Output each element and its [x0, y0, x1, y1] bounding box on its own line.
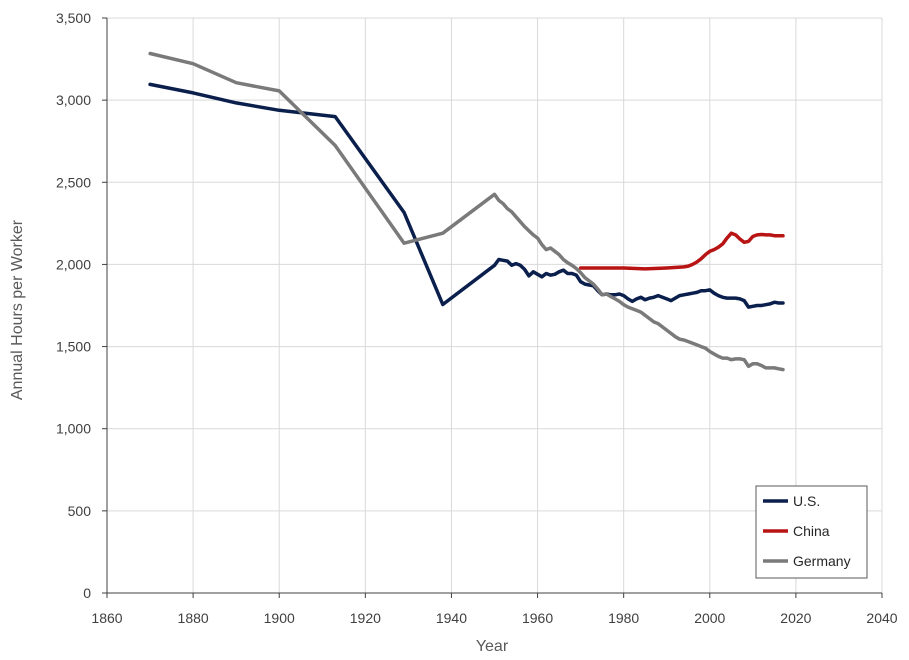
- x-tick-label: 2020: [780, 610, 811, 626]
- axes: [102, 17, 883, 598]
- x-tick-label: 2040: [866, 610, 897, 626]
- y-tick-label: 2,000: [56, 256, 91, 272]
- y-tick-label: 3,500: [56, 10, 91, 26]
- x-tick-label: 2000: [694, 610, 725, 626]
- x-tick-label: 1860: [91, 610, 122, 626]
- x-tick-label: 1920: [350, 610, 381, 626]
- y-tick-label: 500: [68, 503, 92, 519]
- y-tick-label: 2,500: [56, 174, 91, 190]
- x-tick-label: 1940: [436, 610, 467, 626]
- x-tick-label: 1980: [608, 610, 639, 626]
- x-tick-label: 1880: [178, 610, 209, 626]
- y-axis-title: Annual Hours per Worker: [9, 219, 26, 400]
- series-line-u-s: [148, 82, 785, 309]
- legend-label-u-s: U.S.: [793, 493, 820, 509]
- x-tick-label: 1900: [264, 610, 295, 626]
- legend-label-china: China: [793, 523, 830, 539]
- y-tick-labels: 0 500 1,000 1,500 2,000 2,500 3,000 3,500: [56, 10, 91, 601]
- x-axis-title: Year: [476, 638, 509, 655]
- y-tick-label: 1,000: [56, 421, 91, 437]
- y-tick-label: 3,000: [56, 92, 91, 108]
- series-line-china: [578, 231, 785, 271]
- legend: U.S. China Germany: [755, 485, 868, 579]
- series-line-germany: [148, 51, 785, 372]
- x-tick-label: 1960: [522, 610, 553, 626]
- y-tick-label: 0: [83, 585, 91, 601]
- y-tick-label: 1,500: [56, 339, 91, 355]
- legend-label-germany: Germany: [793, 553, 851, 569]
- gridlines: [107, 17, 883, 593]
- series-lines: [148, 51, 785, 372]
- x-tick-labels: 1860 1880 1900 1920 1940 1960 1980 2000 2020 2040: [91, 610, 897, 626]
